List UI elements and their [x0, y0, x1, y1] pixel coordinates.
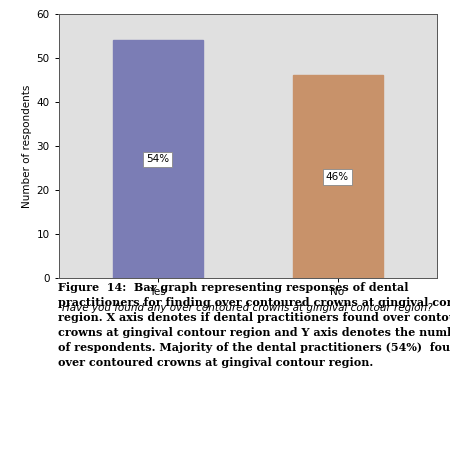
Y-axis label: Number of respondents: Number of respondents	[22, 84, 32, 207]
Text: Figure  14:  Bar graph representing responses of dental
practitioners for findin: Figure 14: Bar graph representing respon…	[58, 282, 450, 368]
Text: 54%: 54%	[146, 154, 169, 164]
Text: 46%: 46%	[326, 172, 349, 182]
Bar	[112, 40, 202, 278]
Bar	[292, 75, 382, 278]
X-axis label: Have you found any over contoured crowns at gingival contour region?: Have you found any over contoured crowns…	[62, 303, 433, 313]
